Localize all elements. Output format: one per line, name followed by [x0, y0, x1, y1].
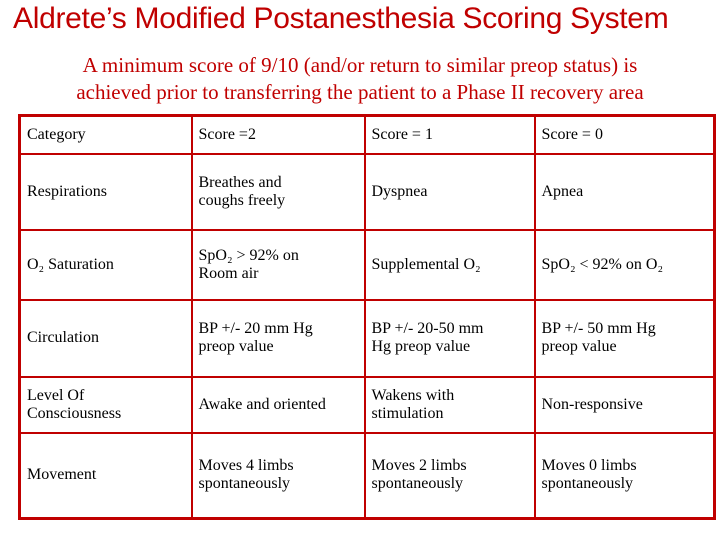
- cell-score-1: Wakens with stimulation: [363, 375, 536, 434]
- table-header-row: Category Score =2 Score = 1 Score = 0: [18, 114, 716, 155]
- cell-score-2: BP +/- 20 mm Hg preop value: [190, 298, 366, 378]
- cell-score-1: Moves 2 limbs spontaneously: [363, 431, 536, 520]
- table-row-o2-saturation: O₂ Saturation SpO₂ > 92% on Room air Sup…: [18, 228, 716, 301]
- cell-score-0: SpO₂ < 92% on O₂: [533, 228, 716, 301]
- cell-score-0: Apnea: [533, 152, 716, 231]
- cell-score-1: BP +/- 20-50 mm Hg preop value: [363, 298, 536, 378]
- cell-score-1: Supplemental O₂: [363, 228, 536, 301]
- scoring-table: Category Score =2 Score = 1 Score = 0 Re…: [18, 114, 716, 520]
- slide-subtitle: A minimum score of 9/10 (and/or return t…: [0, 52, 720, 106]
- cell-score-1: Dyspnea: [363, 152, 536, 231]
- subtitle-line: A minimum score of 9/10 (and/or return t…: [82, 53, 638, 77]
- cell-category: Circulation: [18, 298, 193, 378]
- cell-category: Respirations: [18, 152, 193, 231]
- cell-score-2: Breathes and coughs freely: [190, 152, 366, 231]
- cell-category: O₂ Saturation: [18, 228, 193, 301]
- header-score-0: Score = 0: [533, 114, 716, 155]
- cell-score-0: Moves 0 limbs spontaneously: [533, 431, 716, 520]
- cell-category: Movement: [18, 431, 193, 520]
- header-score-1: Score = 1: [363, 114, 536, 155]
- header-category: Category: [18, 114, 193, 155]
- cell-score-2: Moves 4 limbs spontaneously: [190, 431, 366, 520]
- table-row-movement: Movement Moves 4 limbs spontaneously Mov…: [18, 431, 716, 520]
- slide-title: Aldrete’s Modified Postanesthesia Scorin…: [13, 2, 669, 35]
- cell-score-2: Awake and oriented: [190, 375, 366, 434]
- cell-category: Level Of Consciousness: [18, 375, 193, 434]
- cell-score-2: SpO₂ > 92% on Room air: [190, 228, 366, 301]
- table-row-respirations: Respirations Breathes and coughs freely …: [18, 152, 716, 231]
- cell-score-0: Non-responsive: [533, 375, 716, 434]
- header-score-2: Score =2: [190, 114, 366, 155]
- table-row-circulation: Circulation BP +/- 20 mm Hg preop value …: [18, 298, 716, 378]
- table-row-level-of-consciousness: Level Of Consciousness Awake and oriente…: [18, 375, 716, 434]
- subtitle-line: achieved prior to transferring the patie…: [76, 80, 644, 104]
- cell-score-0: BP +/- 50 mm Hg preop value: [533, 298, 716, 378]
